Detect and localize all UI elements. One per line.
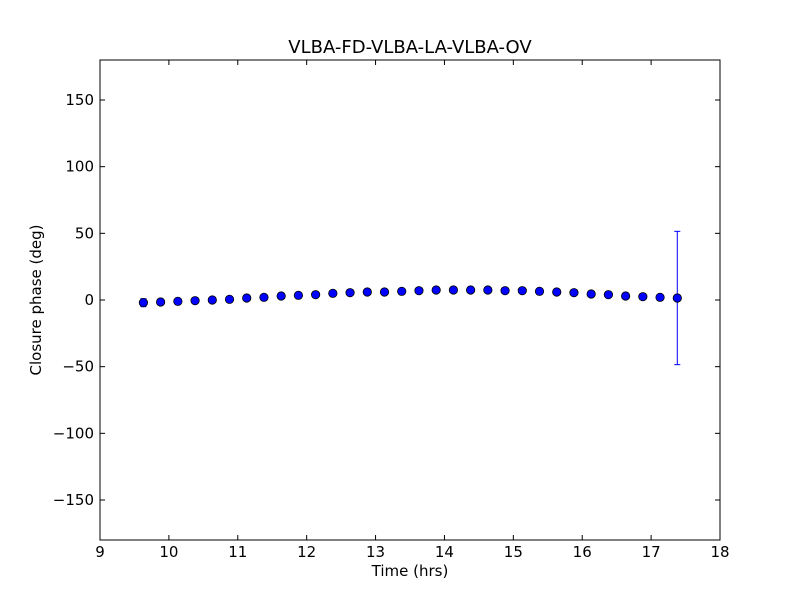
data-marker <box>328 288 338 298</box>
data-point <box>448 285 458 295</box>
data-point <box>173 296 183 306</box>
data-marker <box>483 285 493 295</box>
data-point <box>638 292 648 302</box>
y-tick-label: −150 <box>53 491 94 509</box>
data-marker <box>552 287 562 297</box>
data-point <box>534 286 545 296</box>
y-tick-label: −100 <box>53 424 94 442</box>
data-point <box>500 286 510 296</box>
data-point <box>293 290 303 300</box>
data-point <box>156 297 166 307</box>
data-marker <box>207 295 217 305</box>
data-marker <box>431 285 441 295</box>
data-point <box>242 293 252 303</box>
data-point <box>207 295 217 305</box>
data-point <box>328 288 338 298</box>
x-tick-label: 18 <box>710 543 729 561</box>
x-tick-label: 14 <box>435 543 454 561</box>
data-point <box>224 294 235 304</box>
data-point <box>603 290 614 300</box>
data-point <box>138 298 148 308</box>
data-point <box>379 287 390 297</box>
data-point <box>311 290 321 300</box>
x-tick-label: 11 <box>228 543 247 561</box>
data-marker <box>173 296 183 306</box>
data-marker <box>379 287 390 297</box>
data-point <box>483 285 493 295</box>
data-marker <box>276 291 286 301</box>
data-marker <box>672 293 682 303</box>
data-marker <box>603 290 614 300</box>
y-tick-label: 150 <box>65 91 94 109</box>
axes-frame <box>99 59 721 541</box>
data-marker <box>190 296 200 306</box>
x-tick-label: 9 <box>95 543 105 561</box>
data-point <box>552 287 562 297</box>
data-marker <box>448 285 458 295</box>
data-marker <box>500 286 510 296</box>
y-tick-label: −50 <box>62 358 94 376</box>
x-tick-label: 12 <box>297 543 316 561</box>
data-marker <box>586 289 596 299</box>
data-marker <box>224 294 235 304</box>
data-point <box>672 230 682 366</box>
y-tick-label: 0 <box>84 291 94 309</box>
data-marker <box>293 290 303 300</box>
data-marker <box>534 286 545 296</box>
data-point <box>414 286 424 296</box>
x-tick-label: 15 <box>504 543 523 561</box>
data-point <box>569 288 579 298</box>
y-axis: −150 −100 −50 0 50 100 150 <box>53 91 720 509</box>
data-point <box>466 285 476 295</box>
data-marker <box>397 286 407 296</box>
data-marker <box>414 286 424 296</box>
x-tick-label: 16 <box>573 543 592 561</box>
data-marker <box>466 285 476 295</box>
data-marker <box>569 288 579 298</box>
data-series <box>138 230 682 366</box>
data-marker <box>517 286 527 296</box>
data-point <box>586 289 596 299</box>
data-marker <box>311 290 321 300</box>
data-marker <box>156 297 166 307</box>
data-point <box>345 288 355 298</box>
x-axis-label: Time (hrs) <box>371 562 449 580</box>
data-point <box>362 287 372 297</box>
data-marker <box>621 291 631 301</box>
y-tick-label: 50 <box>75 224 94 242</box>
data-marker <box>259 292 269 302</box>
y-tick-label: 100 <box>65 158 94 176</box>
x-tick-label: 10 <box>159 543 178 561</box>
data-marker <box>345 288 355 298</box>
data-marker <box>655 292 665 302</box>
data-point <box>431 285 441 295</box>
x-tick-label: 13 <box>366 543 385 561</box>
data-marker <box>242 293 252 303</box>
data-marker <box>138 298 148 308</box>
data-marker <box>362 287 372 297</box>
data-point <box>621 291 631 301</box>
y-axis-label: Closure phase (deg) <box>27 225 45 376</box>
data-point <box>276 291 286 301</box>
x-axis: 9 10 11 12 13 14 15 16 17 18 <box>95 60 730 561</box>
data-point <box>259 292 269 302</box>
chart-title: VLBA-FD-VLBA-LA-VLBA-OV <box>288 37 532 58</box>
x-tick-label: 17 <box>642 543 661 561</box>
data-point <box>517 286 527 296</box>
data-marker <box>638 292 648 302</box>
data-point <box>655 292 665 302</box>
data-point <box>190 296 200 306</box>
data-point <box>397 286 407 296</box>
